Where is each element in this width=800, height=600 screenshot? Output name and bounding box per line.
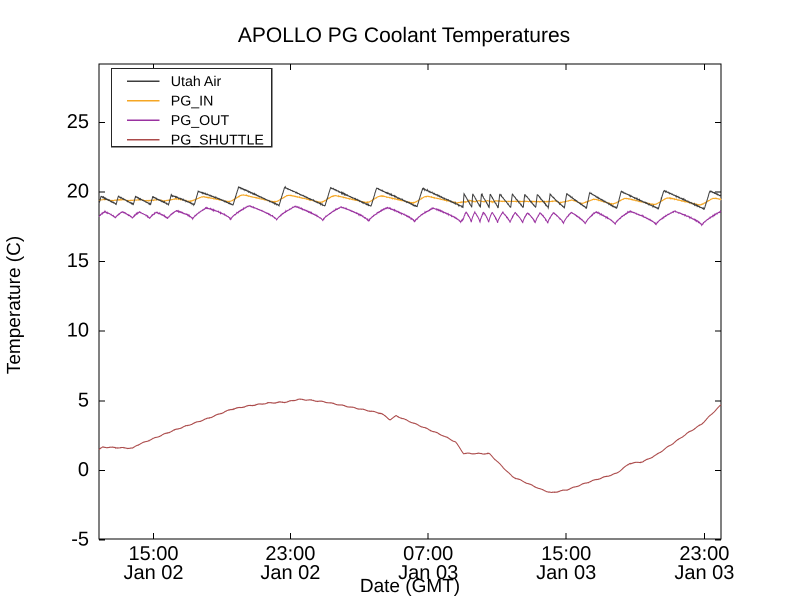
svg-text:Jan 02: Jan 02 — [260, 562, 320, 584]
svg-text:15: 15 — [67, 250, 89, 272]
svg-text:20: 20 — [67, 181, 89, 203]
svg-text:-5: -5 — [71, 528, 89, 550]
svg-text:PG_IN: PG_IN — [171, 93, 214, 109]
svg-text:25: 25 — [67, 111, 89, 133]
svg-text:Jan 03: Jan 03 — [674, 562, 734, 584]
svg-text:Jan 03: Jan 03 — [536, 562, 596, 584]
svg-text:PG_OUT: PG_OUT — [171, 113, 230, 129]
svg-text:Jan 02: Jan 02 — [123, 562, 183, 584]
svg-text:Temperature (C): Temperature (C) — [4, 236, 25, 374]
svg-text:0: 0 — [78, 459, 89, 481]
svg-text:APOLLO PG Coolant Temperatures: APOLLO PG Coolant Temperatures — [238, 24, 570, 47]
svg-text:10: 10 — [67, 320, 89, 342]
svg-text:PG_SHUTTLE: PG_SHUTTLE — [171, 132, 264, 148]
svg-text:5: 5 — [78, 389, 89, 411]
svg-text:Date (GMT): Date (GMT) — [360, 576, 460, 597]
svg-text:Utah Air: Utah Air — [171, 74, 222, 90]
